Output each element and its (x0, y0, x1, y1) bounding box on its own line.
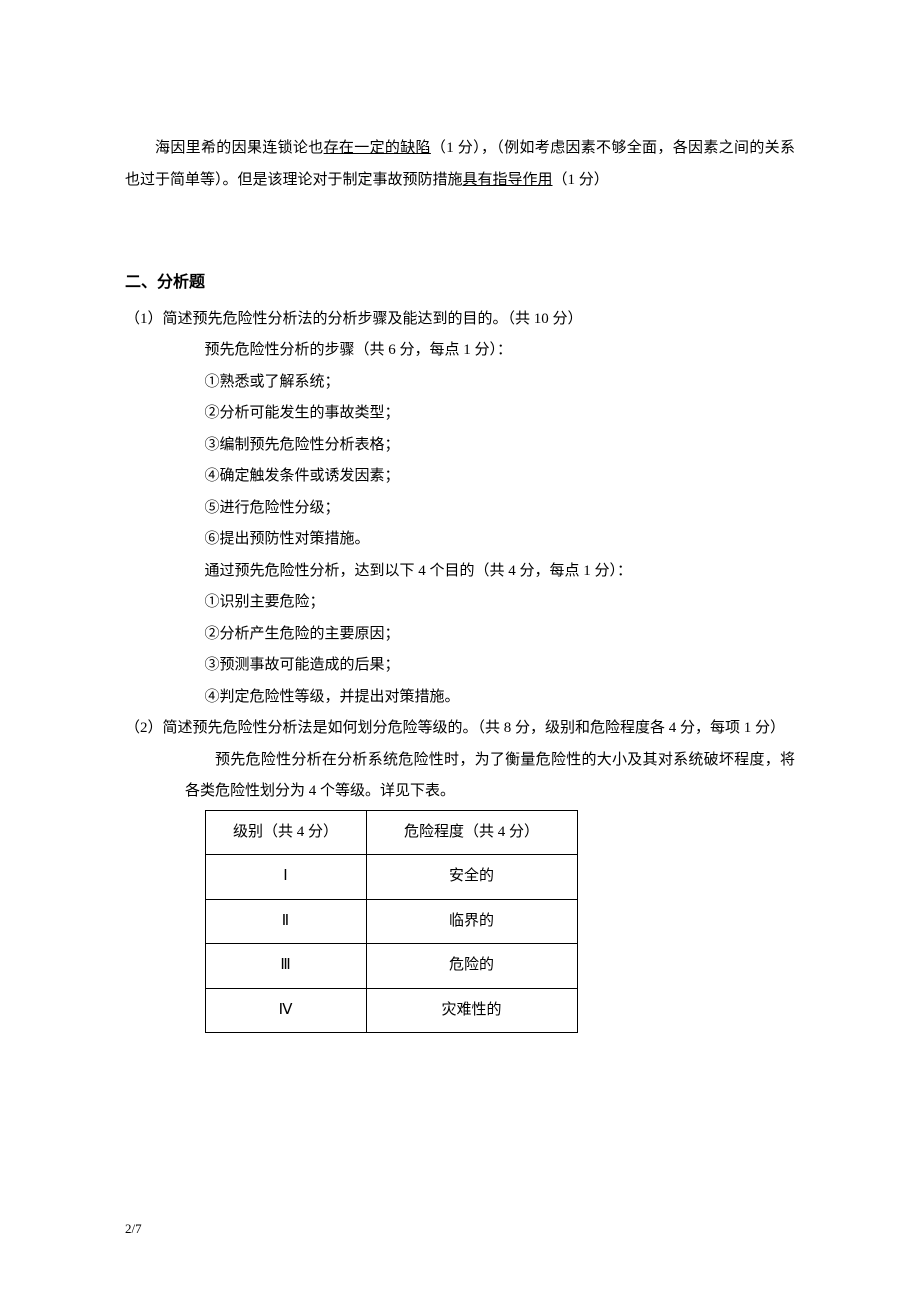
q1-step: ⑤进行危险性分级； (125, 493, 795, 525)
table-row: Ⅰ 安全的 (205, 855, 577, 900)
table-row: Ⅱ 临界的 (205, 899, 577, 944)
intro-paragraph: 海因里希的因果连锁论也存在一定的缺陷（1 分），（例如考虑因素不够全面，各因素之… (125, 133, 795, 196)
page-number: 2/7 (125, 1215, 142, 1242)
cell-degree: 临界的 (366, 899, 577, 944)
intro-underline-2: 具有指导作用 (463, 172, 553, 188)
table-header-row: 级别（共 4 分） 危险程度（共 4 分） (205, 810, 577, 855)
section-2-title: 二、分析题 (125, 266, 795, 300)
q1-goal: ①识别主要危险； (125, 587, 795, 619)
q1-steps-header: 预先危险性分析的步骤（共 6 分，每点 1 分）： (125, 335, 795, 367)
cell-level: Ⅱ (205, 899, 366, 944)
cell-degree: 危险的 (366, 944, 577, 989)
cell-level: Ⅰ (205, 855, 366, 900)
cell-degree: 灾难性的 (366, 988, 577, 1033)
q1-step: ①熟悉或了解系统； (125, 367, 795, 399)
page: 海因里希的因果连锁论也存在一定的缺陷（1 分），（例如考虑因素不够全面，各因素之… (0, 0, 920, 1302)
table-header-level: 级别（共 4 分） (205, 810, 366, 855)
q1-step: ③编制预先危险性分析表格； (125, 430, 795, 462)
q1-goals-header: 通过预先危险性分析，达到以下 4 个目的（共 4 分，每点 1 分）： (125, 556, 795, 588)
table-header-degree: 危险程度（共 4 分） (366, 810, 577, 855)
q1-step: ⑥提出预防性对策措施。 (125, 524, 795, 556)
cell-level: Ⅲ (205, 944, 366, 989)
table-row: Ⅳ 灾难性的 (205, 988, 577, 1033)
intro-prefix: 海因里希的因果连锁论也 (155, 140, 324, 156)
q1-step: ④确定触发条件或诱发因素； (125, 461, 795, 493)
grade-table: 级别（共 4 分） 危险程度（共 4 分） Ⅰ 安全的 Ⅱ 临界的 Ⅲ 危险的 … (205, 810, 578, 1034)
q1-goal: ④判定危险性等级，并提出对策措施。 (125, 682, 795, 714)
q1-goal: ②分析产生危险的主要原因； (125, 619, 795, 651)
q2-body: 预先危险性分析在分析系统危险性时，为了衡量危险性的大小及其对系统破坏程度，将各类… (125, 745, 795, 808)
cell-level: Ⅳ (205, 988, 366, 1033)
intro-underline-1: 存在一定的缺陷 (324, 140, 431, 156)
q1-goal: ③预测事故可能造成的后果； (125, 650, 795, 682)
table-row: Ⅲ 危险的 (205, 944, 577, 989)
q1-step: ②分析可能发生的事故类型； (125, 398, 795, 430)
q2-prompt: （2）简述预先危险性分析法是如何划分危险等级的。（共 8 分，级别和危险程度各 … (125, 713, 795, 745)
q1-prompt: （1）简述预先危险性分析法的分析步骤及能达到的目的。（共 10 分） (125, 304, 795, 336)
cell-degree: 安全的 (366, 855, 577, 900)
intro-tail: （1 分） (553, 172, 609, 188)
